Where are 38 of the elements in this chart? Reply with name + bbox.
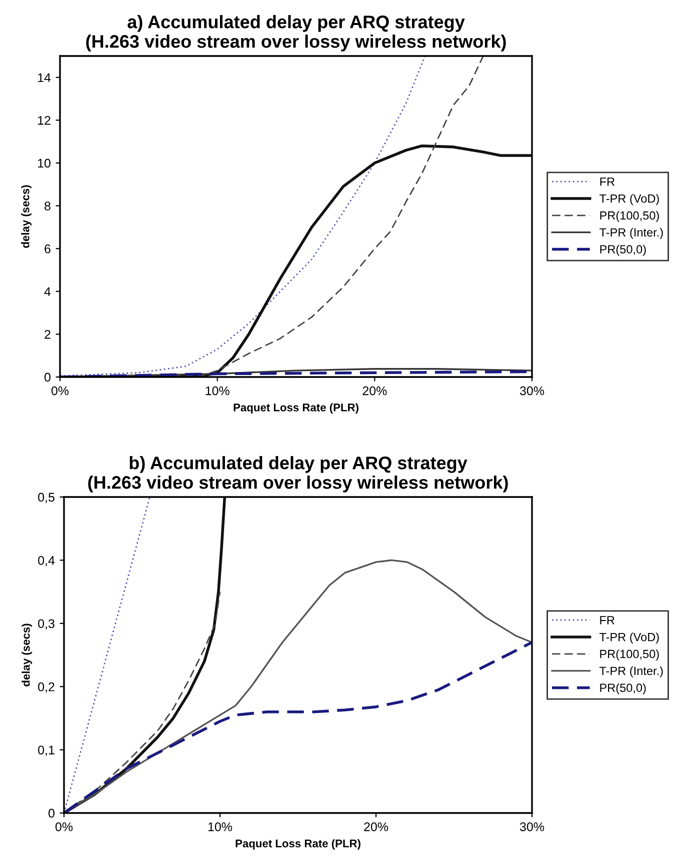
chart-title: b) Accumulated delay per ARQ strategy (H.263 video stream over lossy wireless network) (88, 456, 508, 492)
x-tick-label: 10% (208, 822, 232, 832)
x-axis-title: Paquet Loss Rate (PLR) (236, 839, 360, 850)
legend-label: T-PR (Inter.) (599, 666, 663, 678)
x-tick-label: 0% (51, 386, 69, 396)
y-tick-label: 0,5 (38, 492, 54, 504)
legend-label: PR(50,0) (600, 244, 646, 256)
y-tick-label: 8 (44, 202, 50, 210)
legend-label: T-PR (VoD) (599, 632, 659, 644)
x-tick-label: 20% (364, 822, 388, 832)
legend-label: PR(50,0) (600, 683, 646, 694)
x-tick-label: 10% (206, 386, 230, 396)
y-tick-label: 4 (44, 287, 51, 296)
legend-label: FR (600, 616, 614, 624)
y-tick-label: 6 (44, 244, 50, 254)
y-axis-title: delay (secs) (21, 185, 32, 248)
x-tick-label: 30% (520, 386, 544, 396)
y-axis-title: delay (secs) (22, 624, 32, 686)
legend-label: FR (600, 178, 614, 186)
y-tick-label: 0 (44, 372, 50, 382)
x-tick-label: 0% (55, 822, 73, 832)
legend-label: T-PR (Inter.) (600, 228, 663, 239)
y-tick-label: 0,1 (38, 746, 54, 756)
y-tick-label: 14 (38, 73, 51, 82)
y-tick-label: 12 (38, 116, 50, 125)
legend-label: PR(100,50) (600, 649, 659, 660)
y-tick-label: 2 (44, 330, 50, 339)
y-tick-label: 0,4 (38, 556, 55, 566)
legend-label: T-PR (VoD) (600, 194, 659, 206)
x-axis-title: Paquet Loss Rate (PLR) (234, 403, 358, 414)
y-tick-label: 0,3 (38, 619, 54, 630)
y-tick-label: 0,2 (38, 682, 54, 693)
chart-title: a) Accumulated delay per ARQ strategy (H.263 video stream over lossy wireless network) (86, 15, 506, 52)
x-tick-label: 20% (362, 386, 387, 396)
y-tick-label: 0 (48, 808, 54, 818)
legend-label: PR(100,50) (600, 211, 659, 222)
x-tick-label: 30% (520, 822, 544, 832)
y-tick-label: 10 (38, 158, 50, 168)
